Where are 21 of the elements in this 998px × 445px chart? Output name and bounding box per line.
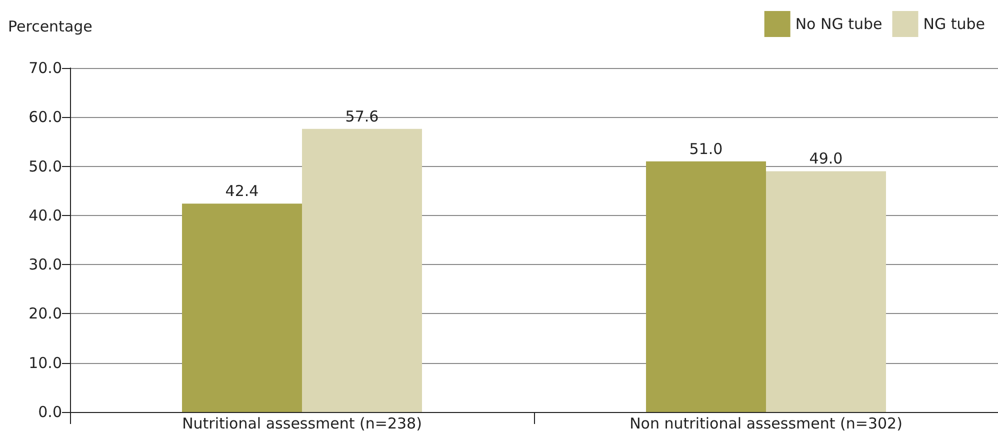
legend-label: No NG tube	[795, 15, 882, 33]
y-axis-title: Percentage	[8, 18, 92, 36]
data-label: 57.6	[345, 107, 379, 126]
x-tick-label: Nutritional assessment (n=238)	[182, 414, 422, 432]
y-tick-label: 40.0	[28, 206, 62, 224]
y-tick-label: 0.0	[38, 403, 62, 421]
bar	[182, 204, 302, 412]
data-label: 49.0	[809, 150, 843, 168]
y-tick-label: 50.0	[28, 157, 62, 176]
bar	[302, 128, 422, 412]
y-tick-label: 20.0	[28, 304, 62, 323]
y-tick-label: 60.0	[28, 108, 62, 126]
legend-label: NG tube	[923, 15, 986, 33]
y-tick-label: 30.0	[28, 256, 62, 274]
data-label: 42.4	[225, 182, 259, 200]
y-tick-label: 70.0	[28, 59, 62, 77]
x-tick-label: Non nutritional assessment (n=302)	[630, 414, 902, 432]
bar	[766, 171, 886, 412]
bar	[646, 161, 766, 412]
data-label: 51.0	[689, 140, 723, 158]
y-tick-label: 10.0	[28, 354, 62, 372]
